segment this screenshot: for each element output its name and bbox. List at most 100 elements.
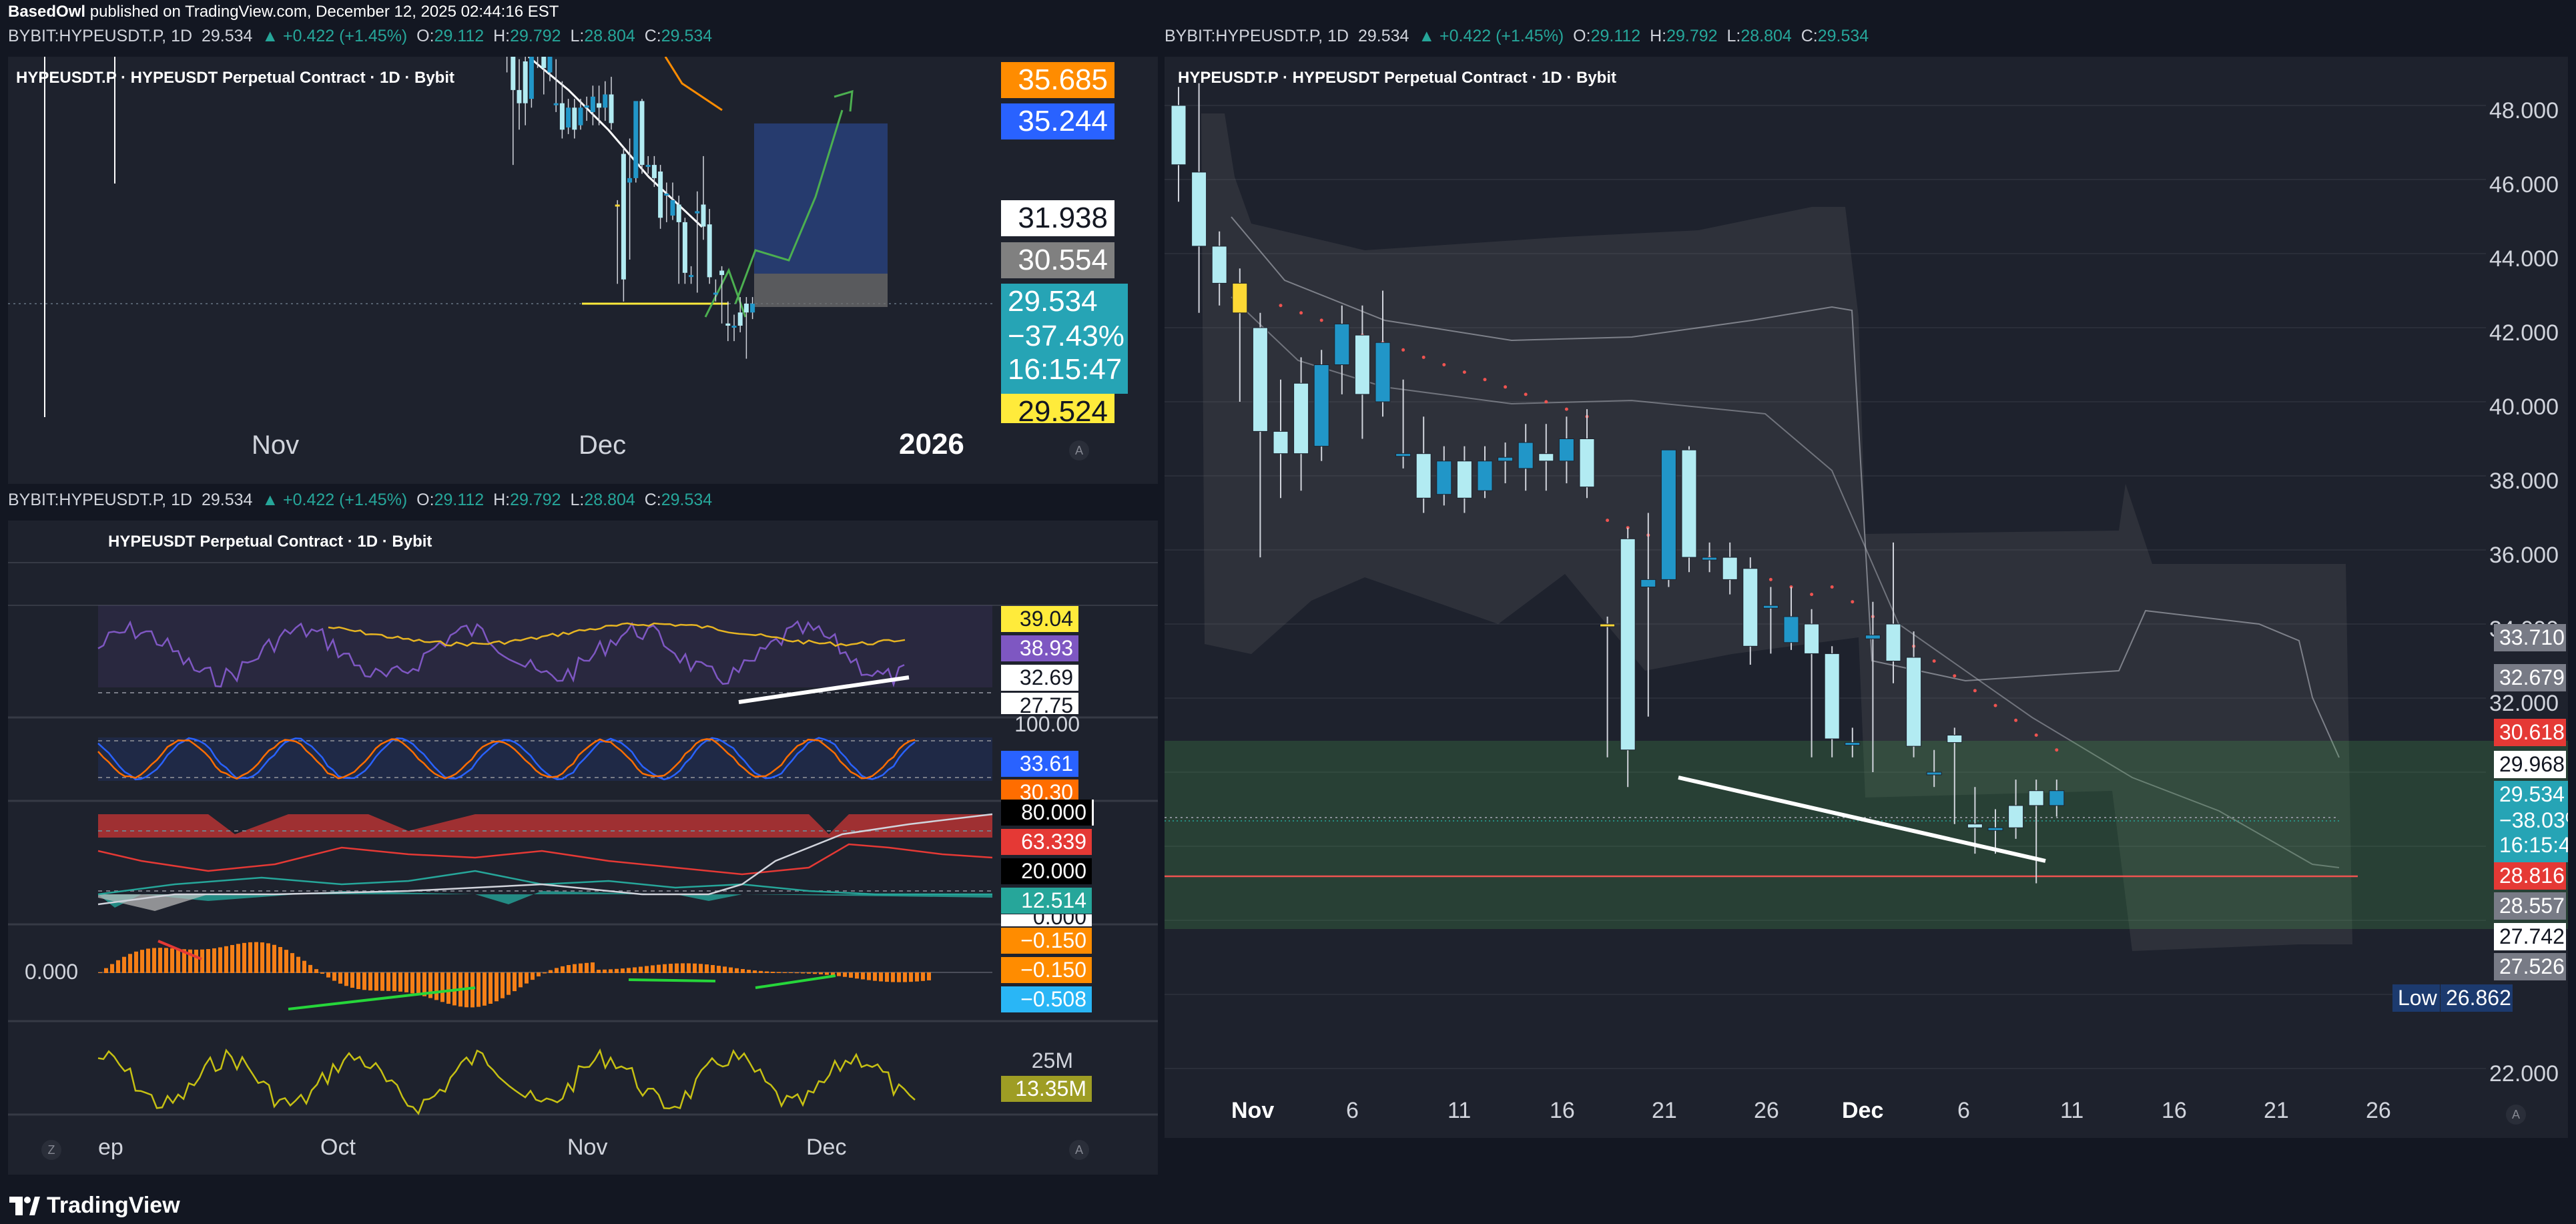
rsi-level-tag: 32.69	[1001, 665, 1078, 691]
candle-body	[1232, 282, 1248, 314]
macd-hist-bar	[669, 964, 673, 973]
candle-body	[2008, 805, 2024, 828]
candle-body	[1558, 438, 1574, 462]
ohlc-open: 29.112	[434, 27, 485, 45]
candle-body	[1906, 657, 1922, 747]
plus-di-line	[97, 870, 992, 896]
macd-hist-bar	[861, 972, 865, 980]
stoch-d-line	[97, 738, 916, 780]
price-tag-28816: 28.816	[2494, 862, 2566, 890]
ohlc-h-label: H:	[493, 491, 511, 509]
ohlc-close: 29.534	[661, 27, 713, 45]
psar-dot	[1524, 392, 1528, 396]
macd-hist-bar	[693, 963, 697, 973]
macd-hist-bar	[482, 972, 487, 1006]
x-axis-oct: Oct	[320, 1135, 356, 1160]
dmi-red-cloud	[98, 814, 992, 838]
macd-hist-bar	[446, 972, 450, 1004]
candle-body	[1722, 557, 1738, 580]
ohlc-change: ▲ +0.422 (+1.45%)	[1418, 27, 1564, 45]
auto-scale-icon[interactable]: A	[2506, 1105, 2526, 1125]
macd-hist-bar	[212, 948, 216, 973]
mini-candle-body	[750, 304, 755, 313]
ohlc-l-label: L:	[570, 491, 585, 509]
macd-hist-bar	[182, 949, 186, 973]
macd-hist-bar	[320, 972, 324, 974]
x-axis-26b: 26	[2366, 1098, 2391, 1123]
y-axis-36: 36.000	[2489, 543, 2559, 568]
macd-hist-bar	[338, 972, 342, 984]
macd-hist-bar	[885, 972, 889, 982]
psar-dot	[2014, 718, 2018, 722]
last-change-pct: −37.43%	[1008, 320, 1124, 352]
macd-hist-bar	[206, 949, 210, 973]
chart-panel-top-left[interactable]: HYPEUSDT.P · HYPEUSDT Perpetual Contract…	[8, 57, 1158, 484]
macd-hist-bar	[873, 972, 877, 981]
horizontal-grid	[1165, 105, 2486, 1069]
adx-zero-tag: 0.000	[1001, 914, 1092, 926]
psar-dot	[1401, 348, 1405, 352]
macd-hist-bar	[705, 964, 709, 973]
macd-hist-bar	[825, 972, 829, 975]
macd-hist-bar	[837, 972, 841, 976]
candle-body	[1947, 735, 1963, 743]
last-price-box: 29.534 −37.43% 16:15:47	[1001, 284, 1128, 394]
candle-body	[1987, 827, 2003, 831]
x-axis-11b: 11	[2060, 1098, 2084, 1123]
price-tag-30618: 30.618	[2494, 719, 2566, 746]
ohlc-o-label: O:	[416, 27, 434, 45]
psar-dot	[1564, 407, 1568, 411]
psar-dot	[1421, 355, 1425, 359]
psar-dot	[1279, 304, 1283, 308]
macd-hist-bar	[585, 962, 589, 973]
rsi-line	[97, 620, 905, 688]
ohlc-change: ▲ +0.422 (+1.45%)	[262, 27, 408, 45]
indicator-panel-bottom-left[interactable]: HYPEUSDT Perpetual Contract · 1D · Bybit…	[8, 521, 1158, 1175]
macd-hist-bar	[891, 972, 895, 982]
macd-hist-bar	[783, 972, 787, 973]
mini-candle-body	[603, 94, 608, 108]
candle-body	[1293, 382, 1309, 454]
auto-scale-icon[interactable]: A	[1069, 440, 1089, 461]
macd-hist-bar	[771, 972, 775, 973]
macd-hist-bar	[110, 964, 114, 973]
psar-dot	[1768, 577, 1773, 581]
x-axis-6b: 6	[1957, 1098, 1970, 1123]
macd-hist-bar	[128, 954, 132, 973]
tradingview-logo[interactable]: TradingView	[9, 1193, 180, 1219]
macd-hist-bar	[753, 970, 757, 973]
macd-hist-bar	[819, 972, 823, 974]
y-axis-48: 48.000	[2489, 98, 2559, 123]
x-axis-11: 11	[1447, 1098, 1472, 1123]
indicators-plot[interactable]	[8, 521, 1158, 1175]
candle-body	[1885, 623, 1901, 661]
right-plot[interactable]	[1165, 57, 2568, 1138]
macd-hist-bar	[765, 971, 769, 973]
adx-gray-cloud	[98, 894, 208, 911]
stoch-upper-tag: 100.00	[1014, 712, 1080, 736]
author-name[interactable]: BasedOwl	[8, 3, 86, 21]
macd-hist-bar	[747, 970, 751, 973]
psar-dot	[1810, 593, 1814, 597]
rsi-low-tag: 27.75	[1001, 693, 1078, 714]
macd-hist-bar	[807, 972, 811, 974]
macd-hist-bar	[549, 970, 553, 973]
macd-hist-bar	[897, 972, 901, 982]
mini-candle-body	[559, 103, 565, 130]
macd-hist-bar	[476, 972, 480, 1007]
mini-candle-body	[645, 165, 651, 168]
mini-candle-body	[547, 57, 553, 73]
ohlc-price: 29.534	[201, 491, 253, 509]
ohlc-c-label: C:	[644, 491, 661, 509]
ohlc-low: 28.804	[584, 27, 635, 45]
macd-hist-bar	[470, 972, 474, 1008]
top-left-plot[interactable]	[8, 57, 1158, 484]
macd-hist-bar	[428, 972, 432, 998]
auto-scale-icon[interactable]: A	[1069, 1140, 1089, 1160]
adx-lower-tag: 20.000	[1001, 858, 1092, 884]
macd-hist-bar	[332, 972, 336, 981]
z-order-icon[interactable]: Z	[41, 1140, 61, 1160]
macd-hist-bar	[242, 942, 246, 973]
bar-countdown: 16:15:47	[1008, 353, 1122, 386]
chart-panel-right[interactable]: HYPEUSDT.P · HYPEUSDT Perpetual Contract…	[1165, 57, 2568, 1138]
